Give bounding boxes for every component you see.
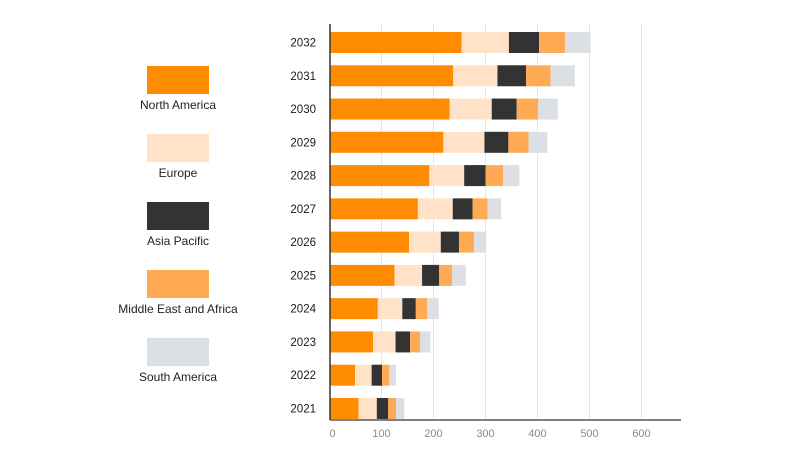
bar-segment-europe-2025 — [394, 264, 423, 286]
legend-label: South America — [138, 370, 218, 384]
bar-segment-europe-2027 — [417, 198, 453, 220]
bar-segment-europe-2029 — [443, 131, 485, 153]
bar-segment-europe-2032 — [461, 32, 509, 53]
bar-segment-europe-2031 — [453, 65, 498, 87]
bar-segment-europe-2030 — [449, 98, 492, 120]
bar-segment-middle-east-and-africa-2032 — [539, 32, 566, 53]
bar-segment-middle-east-and-africa-2030 — [516, 98, 539, 120]
bar-segment-south-america-2021 — [396, 397, 405, 419]
bar-segment-asia-pacific-2030 — [491, 98, 517, 120]
bar-segment-south-america-2022 — [389, 364, 397, 386]
bar-segment-north-america-2023 — [329, 331, 374, 353]
bar-segment-north-america-2024 — [329, 298, 378, 320]
bar-segment-middle-east-and-africa-2022 — [382, 364, 390, 386]
y-tick-label: 2031 — [290, 71, 316, 83]
bar-segment-south-america-2023 — [419, 331, 431, 353]
bars — [329, 32, 591, 419]
bar-segment-europe-2021 — [358, 397, 377, 419]
bar-segment-middle-east-and-africa-2028 — [485, 165, 504, 187]
bar-segment-middle-east-and-africa-2031 — [526, 65, 551, 87]
bar-segment-middle-east-and-africa-2026 — [458, 231, 475, 253]
legend-label: Asia Pacific — [146, 234, 210, 248]
bar-segment-middle-east-and-africa-2029 — [508, 131, 529, 153]
bar-segment-asia-pacific-2032 — [508, 32, 540, 53]
bar-segment-asia-pacific-2026 — [440, 231, 459, 253]
bar-segment-south-america-2027 — [487, 198, 502, 220]
x-tick-label: 400 — [528, 428, 546, 440]
bar-segment-middle-east-and-africa-2021 — [388, 397, 397, 419]
bar-segment-europe-2022 — [354, 364, 372, 386]
x-tick-labels: 0 100 200 300 400 500 600 — [329, 428, 650, 440]
bar-segment-north-america-2028 — [329, 165, 430, 187]
bar-segment-middle-east-and-africa-2027 — [472, 198, 488, 220]
legend-swatch — [147, 270, 209, 298]
bar-segment-europe-2023 — [373, 331, 396, 353]
bar-segment-asia-pacific-2025 — [422, 264, 440, 286]
bar-segment-middle-east-and-africa-2024 — [415, 298, 428, 320]
legend-label: Middle East and Africa — [118, 302, 238, 316]
bar-segment-north-america-2032 — [329, 32, 462, 53]
bar-segment-europe-2026 — [409, 231, 441, 253]
bar-segment-north-america-2027 — [329, 198, 418, 220]
y-tick-label: 2027 — [290, 204, 316, 216]
bar-segment-asia-pacific-2021 — [376, 397, 389, 419]
bar-segment-south-america-2026 — [474, 231, 487, 253]
bar-segment-north-america-2031 — [329, 65, 454, 87]
legend-swatch — [147, 338, 209, 366]
x-tick-label: 200 — [424, 428, 442, 440]
bar-segment-south-america-2028 — [503, 165, 520, 187]
bar-segment-south-america-2032 — [565, 32, 591, 53]
bar-segment-north-america-2022 — [329, 364, 355, 386]
x-tick-label: 600 — [632, 428, 650, 440]
bar-segment-north-america-2030 — [329, 98, 450, 120]
bar-segment-europe-2028 — [429, 165, 465, 187]
bar-segment-asia-pacific-2024 — [402, 298, 416, 320]
y-tick-label: 2021 — [290, 403, 316, 415]
bar-segment-south-america-2031 — [550, 65, 575, 87]
bar-segment-europe-2024 — [377, 298, 403, 320]
y-tick-label: 2032 — [290, 38, 316, 50]
legend-item: Middle East and Africa — [100, 270, 256, 316]
legend-item: South America — [100, 338, 256, 384]
x-tick-label: 0 — [329, 428, 335, 440]
y-tick-label: 2028 — [290, 171, 316, 183]
bar-segment-south-america-2030 — [538, 98, 558, 120]
bar-segment-asia-pacific-2027 — [452, 198, 473, 220]
legend-item: Asia Pacific — [100, 202, 256, 248]
x-tick-label: 300 — [476, 428, 494, 440]
y-tick-label: 2023 — [290, 337, 316, 349]
legend-swatch — [147, 66, 209, 94]
y-tick-label: 2029 — [290, 137, 316, 149]
x-tick-label: 500 — [580, 428, 598, 440]
bar-segment-south-america-2024 — [427, 298, 439, 320]
y-tick-label: 2026 — [290, 237, 316, 249]
bar-segment-asia-pacific-2022 — [371, 364, 383, 386]
y-tick-label: 2024 — [290, 304, 316, 316]
bar-segment-asia-pacific-2029 — [484, 131, 509, 153]
y-tick-label: 2030 — [290, 104, 316, 116]
legend-label: North America — [139, 98, 217, 112]
bar-segment-asia-pacific-2023 — [395, 331, 411, 353]
bar-segment-middle-east-and-africa-2025 — [439, 264, 453, 286]
bar-segment-south-america-2025 — [452, 264, 466, 286]
legend-swatch — [147, 134, 209, 162]
bar-segment-asia-pacific-2031 — [497, 65, 527, 87]
y-tick-label: 2025 — [290, 270, 316, 282]
gridlines — [381, 24, 642, 420]
y-tick-label: 2022 — [290, 370, 316, 382]
bar-segment-north-america-2025 — [329, 264, 395, 286]
bar-segment-north-america-2026 — [329, 231, 410, 253]
legend-label: Europe — [158, 166, 198, 180]
bar-segment-south-america-2029 — [528, 131, 548, 153]
bar-segment-north-america-2021 — [329, 397, 359, 419]
legend-swatch — [147, 202, 209, 230]
bar-segment-middle-east-and-africa-2023 — [410, 331, 420, 353]
legend-item: Europe — [100, 134, 256, 180]
bar-segment-asia-pacific-2028 — [464, 165, 486, 187]
legend-item: North America — [100, 66, 256, 112]
bar-segment-north-america-2029 — [329, 131, 444, 153]
x-tick-label: 100 — [372, 428, 390, 440]
y-tick-labels: 2032 2031 2030 2029 2028 2027 2026 2025 2024 2023… — [290, 38, 316, 416]
